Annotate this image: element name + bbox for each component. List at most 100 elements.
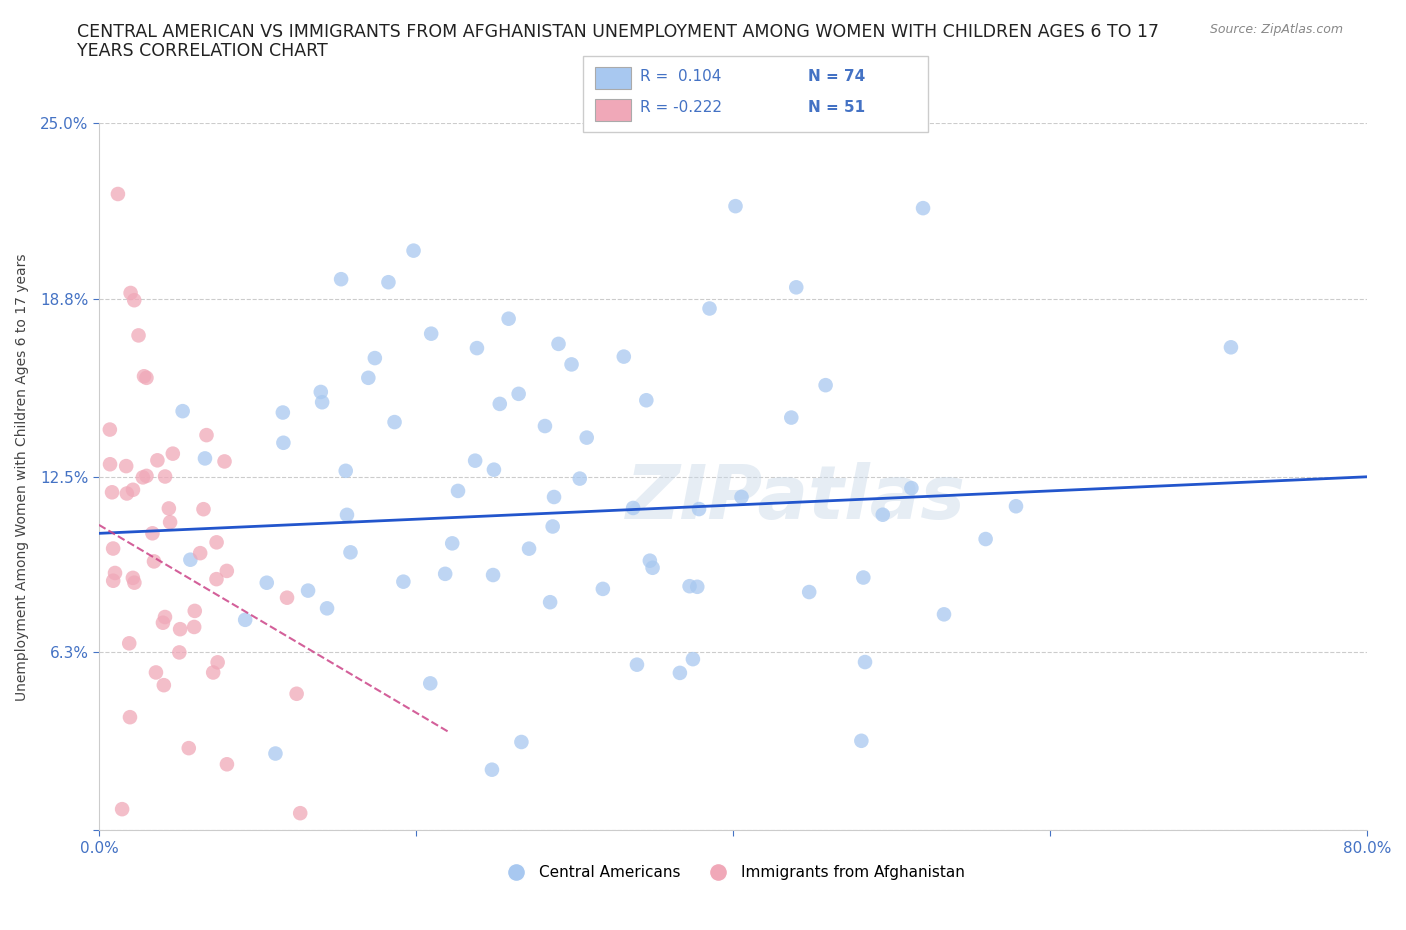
- Text: CENTRAL AMERICAN VS IMMIGRANTS FROM AFGHANISTAN UNEMPLOYMENT AMONG WOMEN WITH CH: CENTRAL AMERICAN VS IMMIGRANTS FROM AFGH…: [77, 23, 1160, 41]
- Point: [118, 710, 141, 724]
- Text: N = 74: N = 74: [808, 69, 866, 84]
- Point: [541, 519, 564, 534]
- Point: [638, 553, 661, 568]
- Point: [135, 469, 157, 484]
- Point: [1219, 339, 1241, 354]
- Point: [547, 337, 569, 352]
- Point: [465, 340, 488, 355]
- Point: [621, 500, 644, 515]
- Point: [146, 453, 169, 468]
- Point: [101, 485, 124, 499]
- Point: [122, 483, 145, 498]
- Point: [264, 746, 287, 761]
- Point: [517, 541, 540, 556]
- Point: [177, 740, 200, 755]
- Point: [256, 576, 278, 591]
- Point: [419, 676, 441, 691]
- Point: [335, 463, 357, 478]
- Point: [172, 404, 194, 418]
- Point: [686, 579, 709, 594]
- Point: [316, 601, 339, 616]
- Point: [118, 636, 141, 651]
- Point: [974, 532, 997, 547]
- Point: [678, 578, 700, 593]
- Point: [132, 470, 155, 485]
- Point: [157, 501, 180, 516]
- Point: [153, 678, 176, 693]
- Point: [101, 541, 124, 556]
- Point: [872, 507, 894, 522]
- Point: [311, 395, 333, 410]
- Point: [508, 386, 530, 401]
- Point: [851, 734, 873, 749]
- Point: [538, 595, 561, 610]
- Point: [441, 536, 464, 551]
- Point: [145, 665, 167, 680]
- Point: [143, 554, 166, 569]
- Point: [402, 244, 425, 259]
- Point: [215, 757, 238, 772]
- Point: [912, 201, 935, 216]
- Point: [188, 546, 211, 561]
- Point: [169, 645, 191, 660]
- Point: [271, 405, 294, 420]
- Y-axis label: Unemployment Among Women with Children Ages 6 to 17 years: Unemployment Among Women with Children A…: [15, 253, 30, 700]
- Point: [510, 735, 533, 750]
- Point: [214, 454, 236, 469]
- Point: [104, 565, 127, 580]
- Point: [290, 805, 312, 820]
- Point: [799, 585, 821, 600]
- Point: [420, 326, 443, 341]
- Point: [482, 462, 505, 477]
- Point: [592, 581, 614, 596]
- Point: [169, 622, 191, 637]
- Point: [205, 572, 228, 587]
- Point: [194, 451, 217, 466]
- Point: [568, 472, 591, 486]
- Text: ZIPatlas: ZIPatlas: [626, 461, 966, 535]
- Point: [447, 484, 470, 498]
- Point: [128, 328, 150, 343]
- Point: [153, 609, 176, 624]
- Point: [641, 561, 664, 576]
- Point: [481, 763, 503, 777]
- Point: [98, 422, 121, 437]
- Text: Source: ZipAtlas.com: Source: ZipAtlas.com: [1209, 23, 1343, 36]
- Point: [162, 446, 184, 461]
- Point: [195, 428, 218, 443]
- Point: [107, 187, 129, 202]
- Point: [785, 280, 807, 295]
- Point: [297, 583, 319, 598]
- Point: [357, 370, 380, 385]
- Point: [233, 612, 256, 627]
- Point: [482, 567, 505, 582]
- Point: [384, 415, 406, 430]
- Point: [115, 486, 138, 501]
- Point: [575, 431, 598, 445]
- Point: [124, 576, 146, 591]
- Point: [626, 658, 648, 672]
- Point: [543, 489, 565, 504]
- Point: [98, 457, 121, 472]
- Point: [205, 535, 228, 550]
- Point: [932, 607, 955, 622]
- Point: [273, 435, 295, 450]
- Point: [364, 351, 387, 365]
- Point: [159, 514, 181, 529]
- Point: [688, 501, 710, 516]
- Point: [377, 274, 399, 289]
- Point: [392, 574, 415, 589]
- Point: [498, 312, 520, 326]
- Point: [682, 652, 704, 667]
- Point: [613, 349, 636, 364]
- Point: [780, 410, 803, 425]
- Legend: Central Americans, Immigrants from Afghanistan: Central Americans, Immigrants from Afgha…: [495, 859, 972, 886]
- Point: [132, 369, 155, 384]
- Point: [135, 370, 157, 385]
- Point: [193, 502, 215, 517]
- Point: [900, 481, 922, 496]
- Point: [730, 489, 752, 504]
- Point: [339, 545, 361, 560]
- Point: [336, 508, 359, 523]
- Point: [853, 655, 876, 670]
